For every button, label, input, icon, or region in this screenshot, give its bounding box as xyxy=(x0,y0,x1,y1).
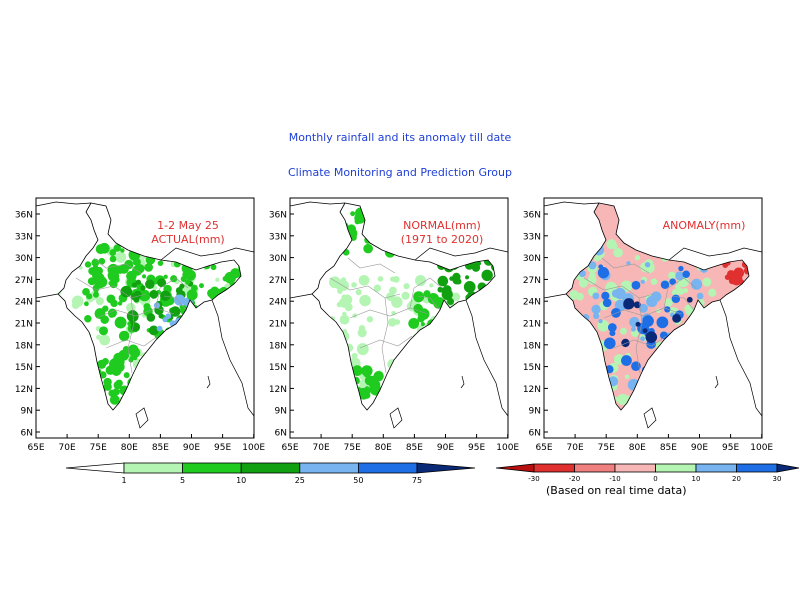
anomaly-colorbar-label: -30 xyxy=(528,475,539,483)
anomaly-legend-note: (Based on real time data) xyxy=(546,484,687,497)
lon-tick-label: 65E xyxy=(281,443,298,453)
lat-tick-label: 30N xyxy=(15,254,33,264)
anomaly-colorbar-label: 20 xyxy=(732,475,741,483)
anomaly-colorbar: -30 -20 -10 0 10 20 30 xyxy=(495,463,800,483)
lat-tick-label: 30N xyxy=(523,254,541,264)
map-panel-anomaly: 36N 33N 30N 27N 24N 21N 18N 15N 12N 9N 6N 65E 70E 75E… xyxy=(523,197,773,453)
map-frame xyxy=(543,197,763,439)
lat-tick-label: 33N xyxy=(523,232,541,242)
panel-label: 1-2 May 25 xyxy=(157,219,219,232)
lon-tick-label: 85E xyxy=(406,443,423,453)
lat-tick-label: 9N xyxy=(529,407,541,417)
lon-tick-label: 100E xyxy=(242,443,265,453)
lat-tick-label: 15N xyxy=(523,363,541,373)
lon-tick-label: 80E xyxy=(375,443,392,453)
lat-tick-label: 21N xyxy=(15,320,33,330)
rainfall-colorbar-label: 50 xyxy=(353,476,363,485)
neighbour-boundaries xyxy=(35,201,255,429)
map-frame xyxy=(289,197,509,439)
rainfall-colorbar-label: 10 xyxy=(236,476,246,485)
lat-tick-label: 24N xyxy=(15,298,33,308)
lat-tick-label: 18N xyxy=(269,341,287,351)
lat-tick-label: 12N xyxy=(269,385,287,395)
rainfall-colorbar-label: 1 xyxy=(121,476,126,485)
lat-tick-label: 30N xyxy=(269,254,287,264)
lat-tick-label: 24N xyxy=(269,298,287,308)
lon-tick-label: 80E xyxy=(121,443,138,453)
lat-tick-label: 6N xyxy=(21,429,33,439)
lat-tick-label: 33N xyxy=(269,232,287,242)
panel-label: ANOMALY(mm) xyxy=(663,219,746,232)
anomaly-colorbar-label: -20 xyxy=(569,475,580,483)
lon-tick-label: 90E xyxy=(183,443,200,453)
lon-tick-label: 90E xyxy=(691,443,708,453)
panel-label: NORMAL(mm) xyxy=(403,219,481,232)
lon-tick-label: 100E xyxy=(750,443,773,453)
anomaly-colorbar-label: 30 xyxy=(773,475,782,483)
lon-tick-label: 70E xyxy=(59,443,76,453)
lat-tick-label: 36N xyxy=(523,211,541,221)
lat-tick-label: 15N xyxy=(15,363,33,373)
lon-tick-label: 75E xyxy=(598,443,615,453)
lon-tick-label: 95E xyxy=(214,443,231,453)
lon-tick-label: 75E xyxy=(344,443,361,453)
map-frame xyxy=(35,197,255,439)
lat-tick-label: 12N xyxy=(523,385,541,395)
state-borders xyxy=(329,257,443,374)
rainfall-colorbar-label: 75 xyxy=(412,476,422,485)
rainfall-colorbar-label: 5 xyxy=(180,476,185,485)
lat-tick-label: 15N xyxy=(269,363,287,373)
lon-tick-label: 100E xyxy=(496,443,519,453)
lat-tick-label: 36N xyxy=(15,211,33,221)
map-panel-normal: 36N 33N 30N 27N 24N 21N 18N 15N 12N 9N 6N 65E 70E 75E… xyxy=(269,197,519,453)
panel-label: ACTUAL(mm) xyxy=(151,233,224,246)
lat-tick-label: 21N xyxy=(523,320,541,330)
lon-tick-label: 70E xyxy=(567,443,584,453)
lat-tick-label: 33N xyxy=(15,232,33,242)
lon-tick-label: 80E xyxy=(629,443,646,453)
lon-tick-label: 65E xyxy=(27,443,44,453)
lat-tick-label: 9N xyxy=(275,407,287,417)
anomaly-colorbar-label: 0 xyxy=(653,475,657,483)
state-borders xyxy=(75,257,189,374)
lon-tick-label: 85E xyxy=(660,443,677,453)
lat-tick-label: 6N xyxy=(275,429,287,439)
chart-title: Monthly rainfall and its anomaly till da… xyxy=(288,131,512,144)
lon-tick-label: 65E xyxy=(535,443,552,453)
lat-tick-label: 24N xyxy=(523,298,541,308)
lat-tick-label: 9N xyxy=(21,407,33,417)
panel-label: (1971 to 2020) xyxy=(401,233,484,246)
neighbour-boundaries xyxy=(543,201,763,429)
anomaly-colorbar-label: 10 xyxy=(692,475,701,483)
lon-tick-label: 95E xyxy=(468,443,485,453)
lon-tick-label: 85E xyxy=(152,443,169,453)
rainfall-colorbar: 1 5 10 25 50 75 xyxy=(65,462,476,485)
lat-tick-label: 36N xyxy=(269,211,287,221)
lat-tick-label: 27N xyxy=(523,276,541,286)
chart-subtitle: Climate Monitoring and Prediction Group xyxy=(288,166,512,179)
lat-tick-label: 6N xyxy=(529,429,541,439)
lat-tick-label: 18N xyxy=(523,341,541,351)
anomaly-colorbar-label: -10 xyxy=(609,475,620,483)
lat-tick-label: 27N xyxy=(15,276,33,286)
lat-tick-label: 27N xyxy=(269,276,287,286)
lon-tick-label: 75E xyxy=(90,443,107,453)
lon-tick-label: 95E xyxy=(722,443,739,453)
lon-tick-label: 70E xyxy=(313,443,330,453)
lon-tick-label: 90E xyxy=(437,443,454,453)
lat-tick-label: 12N xyxy=(15,385,33,395)
rainfall-colorbar-label: 25 xyxy=(295,476,305,485)
neighbour-boundaries xyxy=(289,201,509,429)
lat-tick-label: 18N xyxy=(15,341,33,351)
state-borders xyxy=(583,257,697,374)
lat-tick-label: 21N xyxy=(269,320,287,330)
map-panel-actual: 36N 33N 30N 27N 24N 21N 18N 15N 12N 9N 6N 65E 70E 75E… xyxy=(15,197,265,453)
